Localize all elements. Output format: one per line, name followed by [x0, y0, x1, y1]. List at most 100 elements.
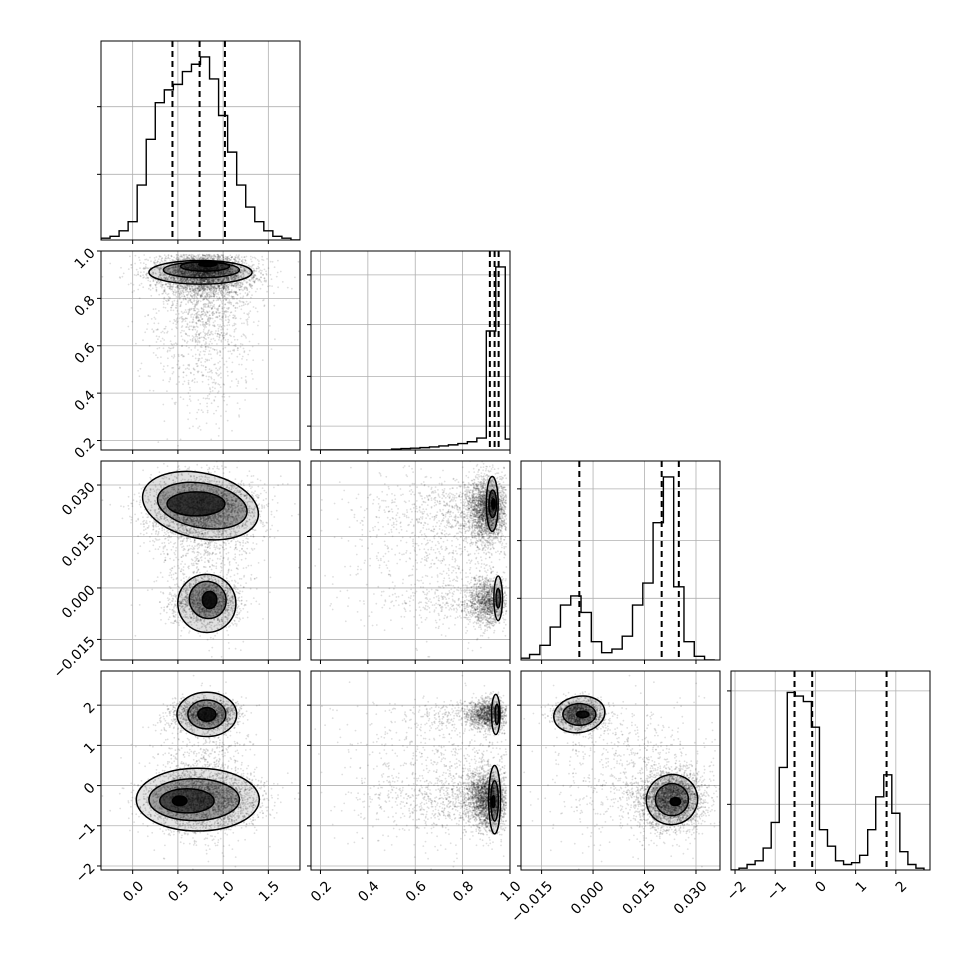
sample-point	[200, 346, 203, 349]
sample-point	[243, 267, 246, 270]
sample-point	[209, 278, 211, 281]
sample-point	[260, 271, 262, 274]
sample-point	[208, 287, 211, 290]
sample-point	[155, 354, 157, 357]
sample-point	[142, 339, 144, 342]
sample-point	[216, 333, 219, 335]
sample-point	[209, 353, 212, 356]
sample-point	[233, 277, 236, 280]
sample-point	[149, 389, 151, 392]
sample-point	[208, 350, 211, 352]
sample-point	[232, 296, 235, 298]
sample-point	[241, 285, 243, 287]
sample-point	[160, 258, 163, 261]
sample-point	[179, 285, 182, 288]
sample-point	[201, 374, 204, 377]
sample-point	[190, 287, 193, 290]
sample-point	[198, 273, 200, 276]
sample-point	[210, 308, 213, 310]
sample-point	[170, 343, 173, 345]
sample-point	[207, 316, 210, 319]
sample-point	[243, 262, 246, 264]
sample-point	[212, 291, 215, 294]
sample-point	[249, 255, 252, 258]
sample-point	[229, 268, 232, 271]
sample-point	[160, 283, 162, 285]
sample-point	[197, 308, 200, 311]
sample-point	[227, 288, 230, 291]
sample-point	[205, 293, 208, 296]
sample-point	[214, 363, 217, 366]
sample-point	[176, 284, 179, 287]
sample-point	[193, 381, 196, 384]
sample-point	[185, 273, 187, 276]
sample-point	[212, 299, 215, 302]
sample-point	[234, 310, 237, 312]
sample-point	[191, 313, 194, 316]
sample-point	[222, 322, 224, 324]
sample-point	[178, 295, 180, 298]
sample-point	[172, 309, 175, 312]
sample-point	[179, 279, 182, 282]
sample-point	[164, 259, 166, 261]
sample-point	[183, 274, 186, 277]
sample-point	[193, 305, 196, 308]
sample-point	[196, 272, 199, 274]
sample-point	[181, 317, 183, 320]
sample-point	[204, 348, 207, 351]
sample-point	[185, 284, 188, 287]
sample-point	[203, 273, 206, 276]
sample-point	[248, 279, 251, 281]
sample-point	[199, 287, 202, 290]
sample-point	[184, 270, 186, 273]
sample-point	[200, 364, 203, 367]
sample-point	[158, 255, 161, 258]
sample-point	[216, 297, 219, 300]
sample-point	[238, 353, 241, 356]
sample-point	[215, 311, 218, 314]
sample-point	[226, 256, 229, 259]
sample-point	[238, 305, 241, 308]
sample-point	[159, 261, 162, 264]
sample-point	[200, 275, 203, 277]
sample-point	[196, 411, 199, 414]
sample-point	[154, 261, 157, 264]
sample-point	[183, 311, 186, 314]
sample-point	[207, 288, 209, 290]
sample-point	[207, 278, 210, 281]
sample-point	[191, 257, 193, 260]
sample-point	[242, 276, 245, 279]
sample-point	[209, 288, 211, 291]
sample-point	[169, 284, 172, 287]
sample-point	[140, 282, 143, 285]
sample-point	[286, 286, 289, 289]
sample-point	[199, 284, 202, 287]
sample-point	[188, 335, 191, 337]
sample-point	[186, 278, 189, 280]
sample-point	[195, 288, 197, 291]
sample-point	[225, 269, 228, 272]
sample-point	[185, 271, 188, 274]
sample-point	[218, 325, 221, 328]
sample-point	[210, 274, 213, 276]
sample-point	[243, 322, 245, 325]
sample-point	[228, 277, 230, 279]
sample-point	[210, 272, 213, 275]
sample-point	[208, 310, 211, 313]
sample-point	[238, 288, 241, 291]
sample-point	[217, 298, 220, 300]
sample-point	[155, 312, 158, 314]
sample-point	[215, 280, 218, 282]
sample-point	[210, 438, 213, 441]
sample-point	[244, 379, 247, 382]
sample-point	[239, 292, 242, 295]
sample-point	[184, 272, 187, 275]
sample-point	[198, 310, 200, 313]
sample-point	[225, 271, 227, 274]
sample-point	[205, 338, 208, 341]
sample-point	[230, 289, 233, 291]
sample-point	[171, 355, 173, 358]
sample-point	[177, 355, 180, 358]
sample-point	[153, 257, 156, 259]
sample-point	[193, 279, 196, 282]
